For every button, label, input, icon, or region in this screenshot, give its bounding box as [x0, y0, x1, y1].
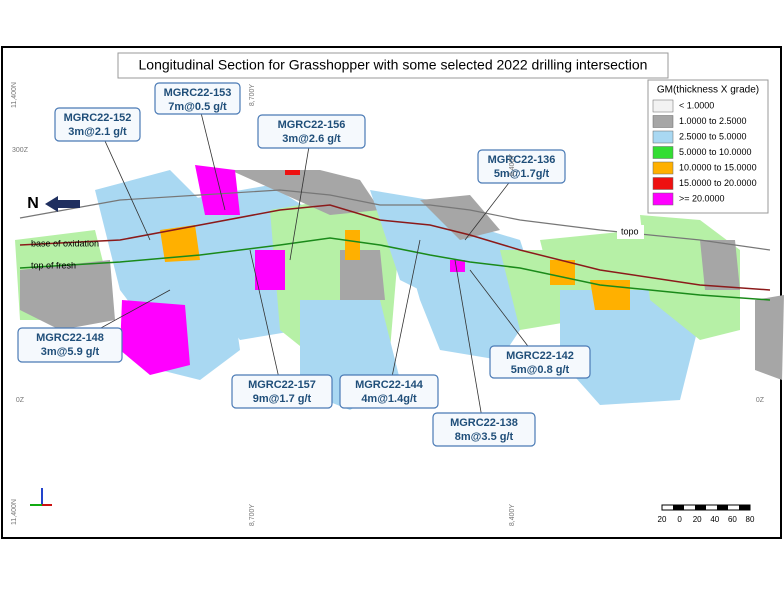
- scale-label: 20: [658, 515, 667, 524]
- fresh-line: [19, 237, 771, 301]
- leader-line: [289, 131, 312, 261]
- topo-box: [617, 225, 644, 239]
- legend-swatch: [652, 161, 674, 175]
- callout-box: [17, 327, 123, 363]
- callout-hole: MGRC22-144: [355, 379, 424, 391]
- leader-line: [197, 98, 226, 211]
- oxidation-label: base of oxidation: [31, 238, 99, 248]
- grid-label: 0Z: [756, 397, 765, 404]
- callout-hole: MGRC22-138: [450, 417, 518, 429]
- legend-label: 5.0000 to 10.0000: [679, 147, 752, 157]
- blocks: [15, 165, 784, 410]
- topo-line: [19, 189, 771, 251]
- scale-label: 40: [710, 515, 719, 524]
- callout-result: 4m@1.4g/t: [361, 393, 417, 405]
- grid-label: 8,700Y: [249, 504, 256, 527]
- leader-line: [388, 239, 421, 392]
- callout-result: 3m@5.9 g/t: [41, 346, 100, 358]
- title: Longitudinal Section for Grasshopper wit…: [139, 57, 648, 73]
- grid-label: 300Z: [12, 147, 29, 154]
- callout-box: [432, 412, 536, 447]
- legend-swatch: [652, 130, 674, 144]
- legend-title: GM(thickness X grade): [657, 85, 759, 96]
- callout-hole: MGRC22-157: [248, 379, 316, 391]
- leader-line: [249, 249, 283, 392]
- callout-box: [257, 114, 366, 149]
- grid-label: 8,400Y: [509, 154, 516, 177]
- callout-result: 3m@2.6 g/t: [282, 133, 341, 145]
- leader-line: [454, 259, 485, 430]
- oxidation-line: [19, 204, 771, 291]
- legend-swatch: [652, 99, 674, 113]
- callout-box: [54, 107, 141, 142]
- legend-label: >= 20.0000: [679, 193, 725, 203]
- callout-box: [477, 149, 566, 184]
- legend-swatch: [652, 146, 674, 159]
- legend-label: 15.0000 to 20.0000: [679, 178, 757, 188]
- topo-label: topo: [621, 226, 639, 236]
- callout-result: 3m@2.1 g/t: [68, 126, 127, 138]
- legend-swatch: [652, 192, 674, 206]
- legend-swatch: [652, 115, 674, 128]
- callout-box: [489, 345, 591, 379]
- scale-label: 0: [677, 515, 682, 524]
- north-label: N: [27, 195, 39, 212]
- callout-result: 9m@1.7 g/t: [253, 393, 312, 405]
- north-arrow: [45, 196, 80, 212]
- callout-box: [154, 82, 241, 115]
- axis-icon: [30, 488, 52, 506]
- scale-label: 80: [746, 515, 755, 524]
- legend-label: 10.0000 to 15.0000: [679, 162, 757, 172]
- grid-label: 11,400N: [11, 499, 18, 525]
- grid-label: 0Z: [16, 397, 25, 404]
- callout-result: 7m@0.5 g/t: [168, 101, 227, 113]
- callout-result: 8m@3.5 g/t: [455, 431, 514, 443]
- scale-bar: [661, 504, 751, 511]
- leader-line: [97, 124, 151, 241]
- fresh-label: top of fresh: [31, 260, 76, 270]
- title-box: [117, 52, 669, 79]
- legend-label: < 1.0000: [679, 100, 714, 110]
- grid-label: 8,700Y: [249, 84, 256, 107]
- legend-swatch: [652, 177, 674, 190]
- callout-box: [339, 374, 439, 409]
- scale-label: 20: [693, 515, 702, 524]
- legend-label: 1.0000 to 2.5000: [679, 116, 747, 126]
- callout-hole: MGRC22-152: [64, 112, 132, 124]
- legend-label: 2.5000 to 5.0000: [679, 131, 747, 141]
- callout-hole: MGRC22-142: [506, 350, 574, 362]
- grid-label: 8,400Y: [509, 504, 516, 527]
- callout-hole: MGRC22-136: [488, 154, 556, 166]
- callout-hole: MGRC22-153: [164, 87, 232, 99]
- grid-label: 11,400N: [11, 82, 18, 108]
- callout-box: [231, 374, 333, 409]
- scale-label: 60: [728, 515, 737, 524]
- callout-hole: MGRC22-148: [36, 332, 104, 344]
- callout-result: 5m@0.8 g/t: [511, 364, 570, 376]
- callout-result: 5m@1.7g/t: [494, 168, 550, 180]
- callout-hole: MGRC22-156: [278, 119, 346, 131]
